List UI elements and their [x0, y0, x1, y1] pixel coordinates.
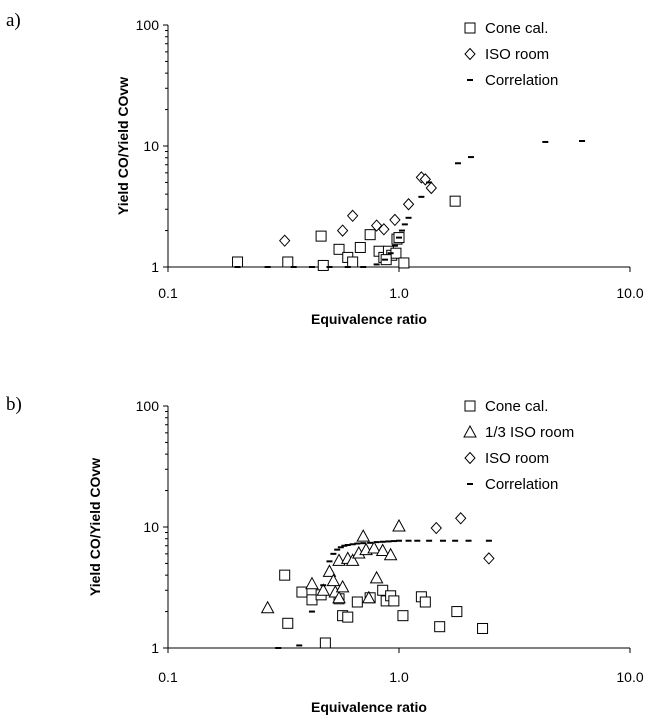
data-point	[375, 543, 390, 556]
data-point	[402, 198, 415, 211]
data-point	[316, 583, 331, 596]
data-point	[319, 637, 331, 649]
data-point	[477, 622, 489, 634]
data-point	[345, 553, 360, 566]
x-tick-label: 0.1	[158, 285, 178, 301]
x-tick-label: 0.1	[158, 669, 178, 685]
y-axis-title: Yield CO/Yield COvw	[115, 77, 131, 215]
series-diamond	[430, 512, 495, 565]
data-point	[398, 257, 410, 269]
y-axis-title: Yield CO/Yield COvw	[87, 458, 103, 596]
x-tick-label: 10.0	[616, 285, 643, 301]
legend-marker	[464, 400, 476, 412]
legend-label: Cone cal.	[485, 20, 548, 37]
legend-marker	[464, 47, 476, 61]
legend-marker	[463, 424, 477, 438]
data-point	[377, 584, 389, 596]
data-point	[279, 234, 291, 247]
data-point	[326, 573, 341, 587]
x-axis-title: Equivalence ratio	[311, 311, 427, 327]
data-point	[232, 256, 244, 268]
data-point	[342, 611, 354, 623]
data-point	[282, 617, 294, 629]
data-point	[356, 529, 371, 542]
data-point	[483, 552, 495, 565]
series-dash	[234, 139, 586, 268]
y-tick-label: 1	[151, 640, 159, 656]
chart-panel-1: a) 1 10 100 0.1 1.0 10.0 Equivalence ratio Yield…	[6, 10, 644, 327]
data-point	[367, 541, 381, 554]
data-point	[335, 579, 350, 593]
legend-label: Correlation	[485, 72, 558, 89]
y-tick-label: 100	[136, 398, 160, 414]
data-point	[305, 576, 319, 590]
data-point	[397, 610, 409, 622]
data-point	[361, 590, 376, 604]
data-point	[389, 213, 401, 227]
y-tick-label: 10	[143, 519, 159, 535]
data-point	[351, 596, 363, 608]
x-axis-title: Equivalence ratio	[311, 699, 427, 715]
x-tick-label: 1.0	[389, 285, 409, 301]
data-point	[260, 600, 275, 614]
data-point	[317, 259, 329, 271]
legend-label: Cone cal.	[485, 398, 548, 415]
data-point	[455, 512, 467, 525]
data-point	[364, 229, 376, 241]
series-diamond	[279, 171, 437, 247]
series-dash	[275, 539, 492, 649]
data-point	[282, 256, 294, 268]
data-point	[434, 621, 446, 633]
data-point	[449, 195, 461, 207]
series-square	[279, 569, 489, 649]
y-tick-label: 100	[136, 17, 160, 33]
panel-label: b)	[6, 394, 22, 415]
legend: Cone cal. 1/3 ISO room ISO room Correlation	[463, 398, 574, 493]
data-point	[332, 590, 346, 604]
data-point	[315, 230, 327, 242]
series-triangle	[260, 518, 406, 614]
data-point	[296, 586, 308, 598]
legend-label: 1/3 ISO room	[485, 424, 574, 441]
data-point	[425, 181, 437, 195]
data-point	[333, 243, 345, 255]
data-point	[383, 547, 398, 561]
data-point	[322, 564, 337, 577]
legend: Cone cal. ISO room Correlation	[464, 20, 558, 89]
legend-label: ISO room	[485, 46, 549, 63]
data-point	[354, 241, 366, 253]
chart-panel-2: b) 1 10 100 0.1 1.0 10.0 Equivalence ratio Yield…	[6, 394, 644, 715]
series-square	[232, 195, 461, 271]
data-point	[378, 223, 390, 236]
data-point	[306, 594, 318, 606]
data-point	[388, 595, 400, 607]
y-tick-label: 10	[143, 138, 159, 154]
data-point	[279, 569, 291, 581]
data-point	[346, 209, 359, 223]
data-point	[451, 606, 463, 618]
y-tick-label: 1	[151, 259, 159, 275]
data-point	[369, 570, 384, 584]
data-point	[336, 224, 349, 237]
legend-marker	[464, 451, 476, 465]
legend-label: Correlation	[485, 476, 558, 493]
data-point	[419, 596, 431, 608]
data-point	[430, 521, 442, 535]
x-tick-label: 1.0	[389, 669, 409, 685]
legend-label: ISO room	[485, 450, 549, 467]
x-tick-label: 10.0	[616, 669, 643, 685]
legend-marker	[464, 22, 476, 34]
data-point	[347, 256, 359, 268]
data-point	[392, 518, 406, 532]
panel-label: a)	[6, 10, 21, 31]
